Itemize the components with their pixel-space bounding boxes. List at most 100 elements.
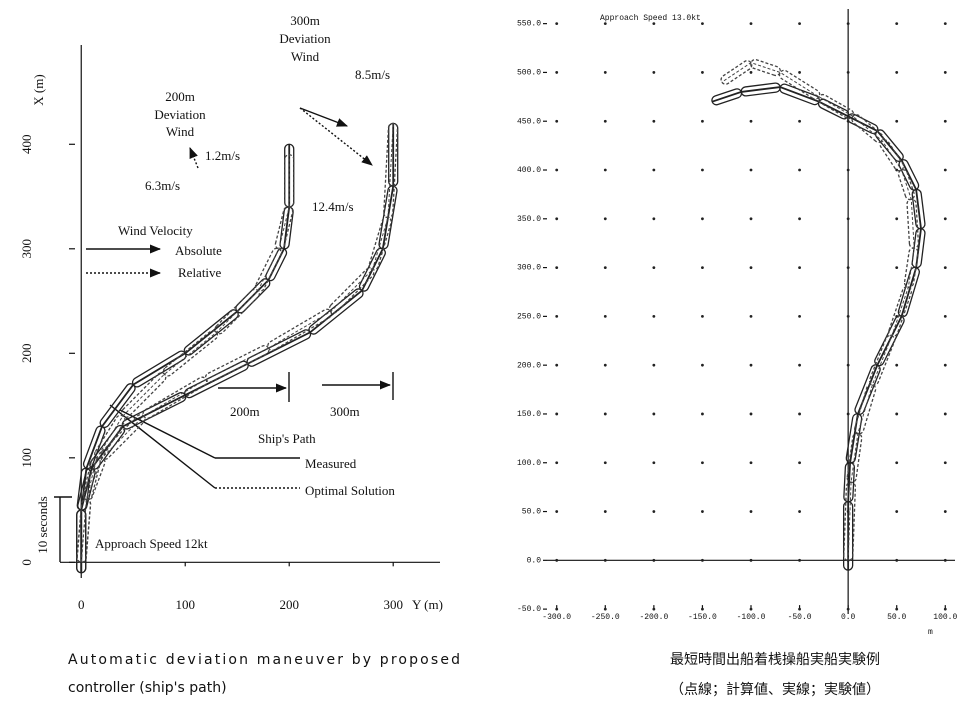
- grid-dot: [750, 510, 753, 513]
- grid-dot: [895, 510, 898, 513]
- annotation: Measured: [305, 456, 357, 471]
- grid-dot: [701, 217, 704, 220]
- y-tick-label: 0: [19, 559, 34, 566]
- grid-dot: [895, 364, 898, 367]
- grid-dot: [944, 315, 947, 318]
- grid-dot: [750, 413, 753, 416]
- annotation: Deviation: [154, 107, 206, 122]
- grid-dot: [798, 413, 801, 416]
- y-tick-label: 100.0: [517, 459, 541, 468]
- grid-dot: [604, 22, 607, 25]
- grid-dot: [798, 364, 801, 367]
- y-tick-label: 500.0: [517, 69, 541, 78]
- grid-dot: [895, 413, 898, 416]
- caption: 最短時間出船着桟操船実船実験例: [670, 652, 880, 668]
- grid-dot: [701, 364, 704, 367]
- grid-dot: [798, 608, 801, 611]
- x-tick-label: 0.0: [841, 613, 856, 622]
- grid-dot: [652, 461, 655, 464]
- grid-dot: [652, 266, 655, 269]
- grid-dot: [555, 510, 558, 513]
- grid-dot: [750, 120, 753, 123]
- x-axis-label: Y (m): [412, 597, 443, 612]
- x-tick-label: -250.0: [591, 613, 620, 622]
- y-tick-label: 0.0: [527, 556, 542, 565]
- grid-dot: [944, 22, 947, 25]
- annotation: 200m: [230, 404, 260, 419]
- annotation: 200m: [165, 89, 195, 104]
- grid-dot: [750, 364, 753, 367]
- grid-dot: [555, 120, 558, 123]
- grid-dot: [701, 559, 704, 562]
- grid-dot: [750, 559, 753, 562]
- hull: [719, 59, 753, 86]
- x-tick-label: 50.0: [887, 613, 906, 622]
- annotation: 6.3m/s: [145, 178, 180, 193]
- grid-dot: [701, 510, 704, 513]
- grid-dot: [798, 169, 801, 172]
- grid-dot: [798, 559, 801, 562]
- annotation: Ship's Path: [258, 431, 316, 446]
- grid-dot: [652, 217, 655, 220]
- y-tick-label: 350.0: [517, 215, 541, 224]
- grid-dot: [944, 217, 947, 220]
- grid-dot: [847, 608, 850, 611]
- y-tick-label: 550.0: [517, 20, 541, 29]
- grid-dot: [750, 266, 753, 269]
- grid-dot: [604, 266, 607, 269]
- grid-dot: [750, 71, 753, 74]
- annotation: Wind Velocity: [118, 223, 193, 238]
- hull: [844, 482, 856, 560]
- grid-dot: [604, 364, 607, 367]
- hull: [266, 308, 333, 352]
- grid-dot: [652, 510, 655, 513]
- y-axis-label: X (m): [31, 74, 46, 105]
- grid-dot: [798, 71, 801, 74]
- grid-dot: [604, 413, 607, 416]
- captions: Automatic deviation maneuver by proposed…: [68, 652, 880, 698]
- annotation: 10 seconds: [35, 496, 50, 553]
- grid-dot: [604, 71, 607, 74]
- annotation: 8.5m/s: [355, 67, 390, 82]
- grid-dot: [555, 217, 558, 220]
- grid-dot: [895, 559, 898, 562]
- caption: controller (ship's path): [68, 680, 227, 696]
- annotation: Relative: [178, 265, 222, 280]
- grid-dot: [555, 461, 558, 464]
- grid-dot: [652, 413, 655, 416]
- arrow: [190, 148, 198, 168]
- grid-dot: [604, 120, 607, 123]
- x-tick-label: -300.0: [542, 613, 571, 622]
- caption: Automatic deviation maneuver by proposed: [68, 652, 460, 668]
- x-tick-label: 200: [279, 597, 299, 612]
- grid-dot: [847, 217, 850, 220]
- grid-dot: [895, 266, 898, 269]
- y-tick-label: 150.0: [517, 410, 541, 419]
- x-tick-label: -100.0: [737, 613, 766, 622]
- grid-dot: [895, 120, 898, 123]
- grid-dot: [798, 315, 801, 318]
- grid-dot: [750, 169, 753, 172]
- annotation: Optimal Solution: [305, 483, 395, 498]
- annotation: Approach Speed 13.0kt: [600, 14, 701, 23]
- grid-dot: [701, 413, 704, 416]
- grid-dot: [895, 22, 898, 25]
- grid-dot: [750, 315, 753, 318]
- grid-dot: [652, 608, 655, 611]
- grid-dot: [701, 71, 704, 74]
- grid-dot: [604, 315, 607, 318]
- x-tick-label: 300: [383, 597, 403, 612]
- y-tick-label: 300: [19, 239, 34, 259]
- annotation: 300m: [290, 13, 320, 28]
- grid-dot: [847, 71, 850, 74]
- annotation: 300m: [330, 404, 360, 419]
- x-tick-label: -150.0: [688, 613, 717, 622]
- annotation: Wind: [291, 49, 320, 64]
- grid-dot: [944, 266, 947, 269]
- x-tick-label: 0: [78, 597, 85, 612]
- grid-dot: [555, 315, 558, 318]
- grid-dot: [604, 510, 607, 513]
- grid-dot: [895, 217, 898, 220]
- annotation: 1.2m/s: [205, 148, 240, 163]
- y-tick-label: 250.0: [517, 312, 541, 321]
